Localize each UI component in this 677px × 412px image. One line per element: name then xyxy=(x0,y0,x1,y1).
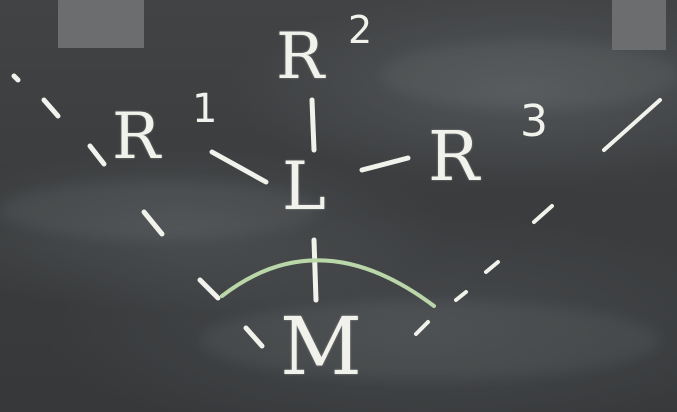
dash-mark xyxy=(243,325,265,349)
r1-label: R xyxy=(112,100,162,174)
bond-r2-l xyxy=(309,97,317,153)
r3-superscript: 3 xyxy=(520,96,548,147)
dash-mark xyxy=(11,73,21,83)
bond-l-m xyxy=(311,237,319,303)
cone-angle-arc xyxy=(220,258,436,308)
metal-label: M xyxy=(280,300,363,393)
eraser-smudge xyxy=(380,40,677,110)
r2-superscript: 2 xyxy=(348,8,373,52)
dash-mark xyxy=(41,97,61,119)
bond-l-r3 xyxy=(359,155,411,173)
r2-label: R xyxy=(276,20,326,94)
dash-mark xyxy=(602,98,662,152)
r3-label: R xyxy=(428,118,481,197)
dash-mark xyxy=(532,204,554,224)
bond-r1-l xyxy=(209,149,269,185)
corner-tape xyxy=(612,0,666,50)
dash-mark xyxy=(87,143,107,167)
dash-mark xyxy=(454,290,468,302)
dash-mark xyxy=(414,320,430,336)
ligand-label: L xyxy=(282,148,327,225)
eraser-smudge xyxy=(200,300,660,380)
r1-superscript: 1 xyxy=(192,86,218,132)
dash-mark xyxy=(484,260,500,274)
dash-mark xyxy=(141,209,165,237)
dash-mark xyxy=(197,277,221,301)
corner-tape xyxy=(58,0,144,48)
